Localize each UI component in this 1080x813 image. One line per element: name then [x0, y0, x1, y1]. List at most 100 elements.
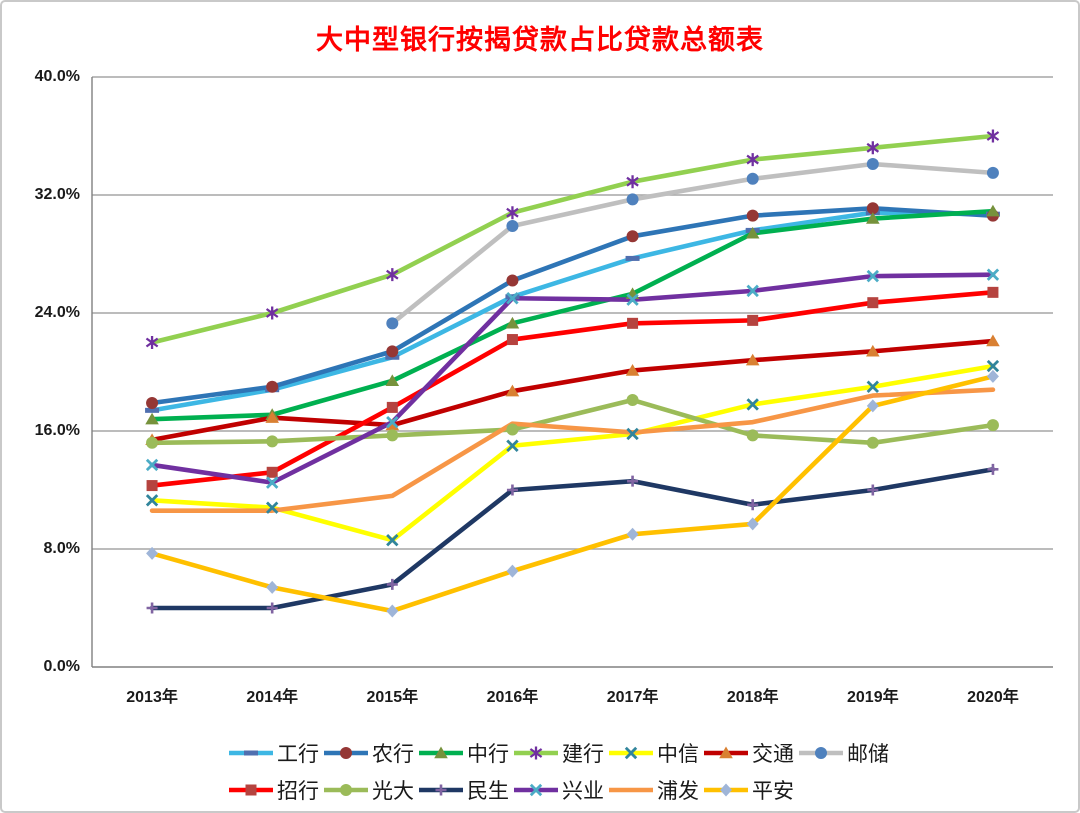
data-point-cmb-2018年 — [747, 314, 759, 326]
legend-item-ceb: 光大 — [323, 775, 414, 805]
data-point-abc-2018年 — [746, 209, 759, 222]
legend-square-marker-icon — [229, 784, 273, 796]
legend-item-spdb: 浦发 — [608, 775, 699, 805]
series-line-ceb — [149, 397, 996, 446]
data-point-cmb-2020年 — [987, 286, 999, 298]
data-point-citic-2020年 — [986, 359, 1000, 373]
data-point-pab-2014年 — [266, 580, 279, 594]
data-point-cib-2016年 — [506, 292, 519, 305]
data-point-cmb-2017年 — [627, 317, 639, 329]
data-point-pab-2017年 — [626, 527, 639, 541]
legend-item-cmb: 招行 — [228, 775, 319, 805]
data-point-boc-2015年 — [385, 374, 400, 387]
legend-circle-marker-icon — [799, 747, 843, 759]
legend-item-ccb: 建行 — [513, 738, 604, 768]
data-point-bocom-2019年 — [866, 344, 880, 357]
data-point-pab-2015年 — [386, 604, 399, 618]
data-point-ceb-2016年 — [506, 423, 519, 436]
data-point-cib-2020年 — [986, 268, 1000, 281]
data-point-pab-2013年 — [146, 546, 159, 560]
x-tick-label: 2013年 — [126, 689, 178, 706]
legend: 工行 农行 中行 建行 中信 交通 邮储 招行 光大 民生 兴业 浦发 平安 — [228, 738, 893, 805]
data-point-cmbc-2014年 — [266, 602, 278, 614]
data-point-ccb-2019年 — [866, 141, 880, 155]
data-point-citic-2019年 — [866, 380, 880, 393]
data-point-ccb-2013年 — [145, 336, 159, 349]
data-point-cmbc-2017年 — [627, 475, 639, 487]
data-point-ceb-2020年 — [986, 419, 999, 432]
data-point-citic-2018年 — [746, 398, 759, 411]
legend-item-abc: 农行 — [323, 738, 414, 768]
legend-asterisk-marker-icon — [514, 746, 558, 760]
data-point-abc-2017年 — [626, 230, 639, 243]
legend-plus-marker-icon — [419, 784, 463, 796]
data-point-cib-2013年 — [145, 458, 159, 472]
legend-circle-marker-icon — [324, 784, 368, 796]
data-point-bocom-2014年 — [265, 411, 279, 423]
data-point-cib-2015年 — [386, 415, 399, 429]
data-point-icbc-2017年 — [625, 255, 640, 261]
data-point-pab-2020年 — [986, 369, 999, 383]
y-tick-label: 8.0% — [43, 540, 80, 557]
data-point-cmb-2015年 — [386, 401, 398, 413]
data-point-cmbc-2018年 — [747, 499, 759, 511]
data-point-ceb-2018年 — [746, 429, 759, 442]
data-point-cib-2014年 — [265, 476, 279, 489]
data-point-cmbc-2013年 — [146, 602, 158, 614]
legend-label: 中信 — [657, 742, 699, 766]
legend-item-psbc: 邮储 — [798, 738, 889, 768]
x-tick-label: 2015年 — [366, 689, 419, 706]
legend-item-pab: 平安 — [703, 775, 794, 805]
data-point-cmbc-2016年 — [506, 484, 518, 496]
x-tick-label: 2014年 — [246, 689, 298, 706]
legend-label: 交通 — [752, 742, 794, 766]
data-point-pab-2019年 — [866, 399, 879, 413]
data-point-ccb-2017年 — [626, 175, 639, 189]
legend-item-citic: 中信 — [608, 738, 699, 768]
series-line-spdb — [149, 387, 996, 513]
data-point-abc-2019年 — [866, 202, 879, 215]
series-line-abc — [149, 205, 996, 406]
series-line-pab — [149, 374, 996, 614]
data-point-ceb-2017年 — [626, 394, 639, 407]
data-point-ccb-2014年 — [265, 306, 279, 320]
legend-item-bocom: 交通 — [703, 738, 794, 768]
data-point-cib-2017年 — [626, 293, 639, 306]
series-line-ccb — [149, 133, 996, 345]
data-point-bocom-2016年 — [505, 384, 520, 397]
data-point-boc-2016年 — [505, 316, 520, 329]
data-point-psbc-2015年 — [386, 317, 399, 330]
legend-item-icbc: 工行 — [228, 738, 319, 768]
series-line-cmb — [149, 290, 996, 488]
data-point-ccb-2020年 — [986, 129, 1000, 143]
legend-none-marker-icon — [609, 787, 653, 793]
legend-label: 民生 — [467, 779, 509, 803]
data-point-bocom-2018年 — [745, 353, 760, 366]
data-point-icbc-2013年 — [145, 407, 160, 413]
data-point-citic-2015年 — [386, 533, 399, 547]
y-tick-label: 32.0% — [34, 186, 80, 203]
legend-x-marker-icon — [514, 783, 558, 797]
legend-row-2: 招行 光大 民生 兴业 浦发 平安 — [228, 775, 893, 805]
data-point-cib-2018年 — [746, 284, 759, 298]
legend-item-cib: 兴业 — [513, 775, 604, 805]
legend-label: 农行 — [372, 742, 414, 766]
data-point-cmb-2016年 — [506, 334, 518, 346]
data-point-citic-2017年 — [626, 427, 639, 441]
data-point-cmb-2019年 — [867, 297, 879, 309]
data-point-psbc-2016年 — [506, 219, 519, 232]
data-point-cmb-2013年 — [146, 480, 158, 492]
data-point-ceb-2014年 — [266, 435, 279, 448]
y-tick-label: 40.0% — [34, 68, 80, 85]
data-point-pab-2016年 — [506, 564, 519, 578]
legend-triangle-marker-icon — [419, 746, 463, 759]
legend-label: 邮储 — [847, 742, 889, 766]
y-tick-label: 0.0% — [43, 658, 80, 675]
chart-title: 大中型银行按揭贷款占比贷款总额表 — [316, 25, 764, 55]
legend-label: 平安 — [752, 779, 794, 803]
y-tick-label: 16.0% — [34, 422, 80, 439]
data-point-boc-2020年 — [986, 204, 1000, 217]
data-point-citic-2016年 — [506, 439, 519, 452]
data-point-ceb-2013年 — [146, 436, 159, 449]
series-line-cmbc — [149, 467, 996, 611]
